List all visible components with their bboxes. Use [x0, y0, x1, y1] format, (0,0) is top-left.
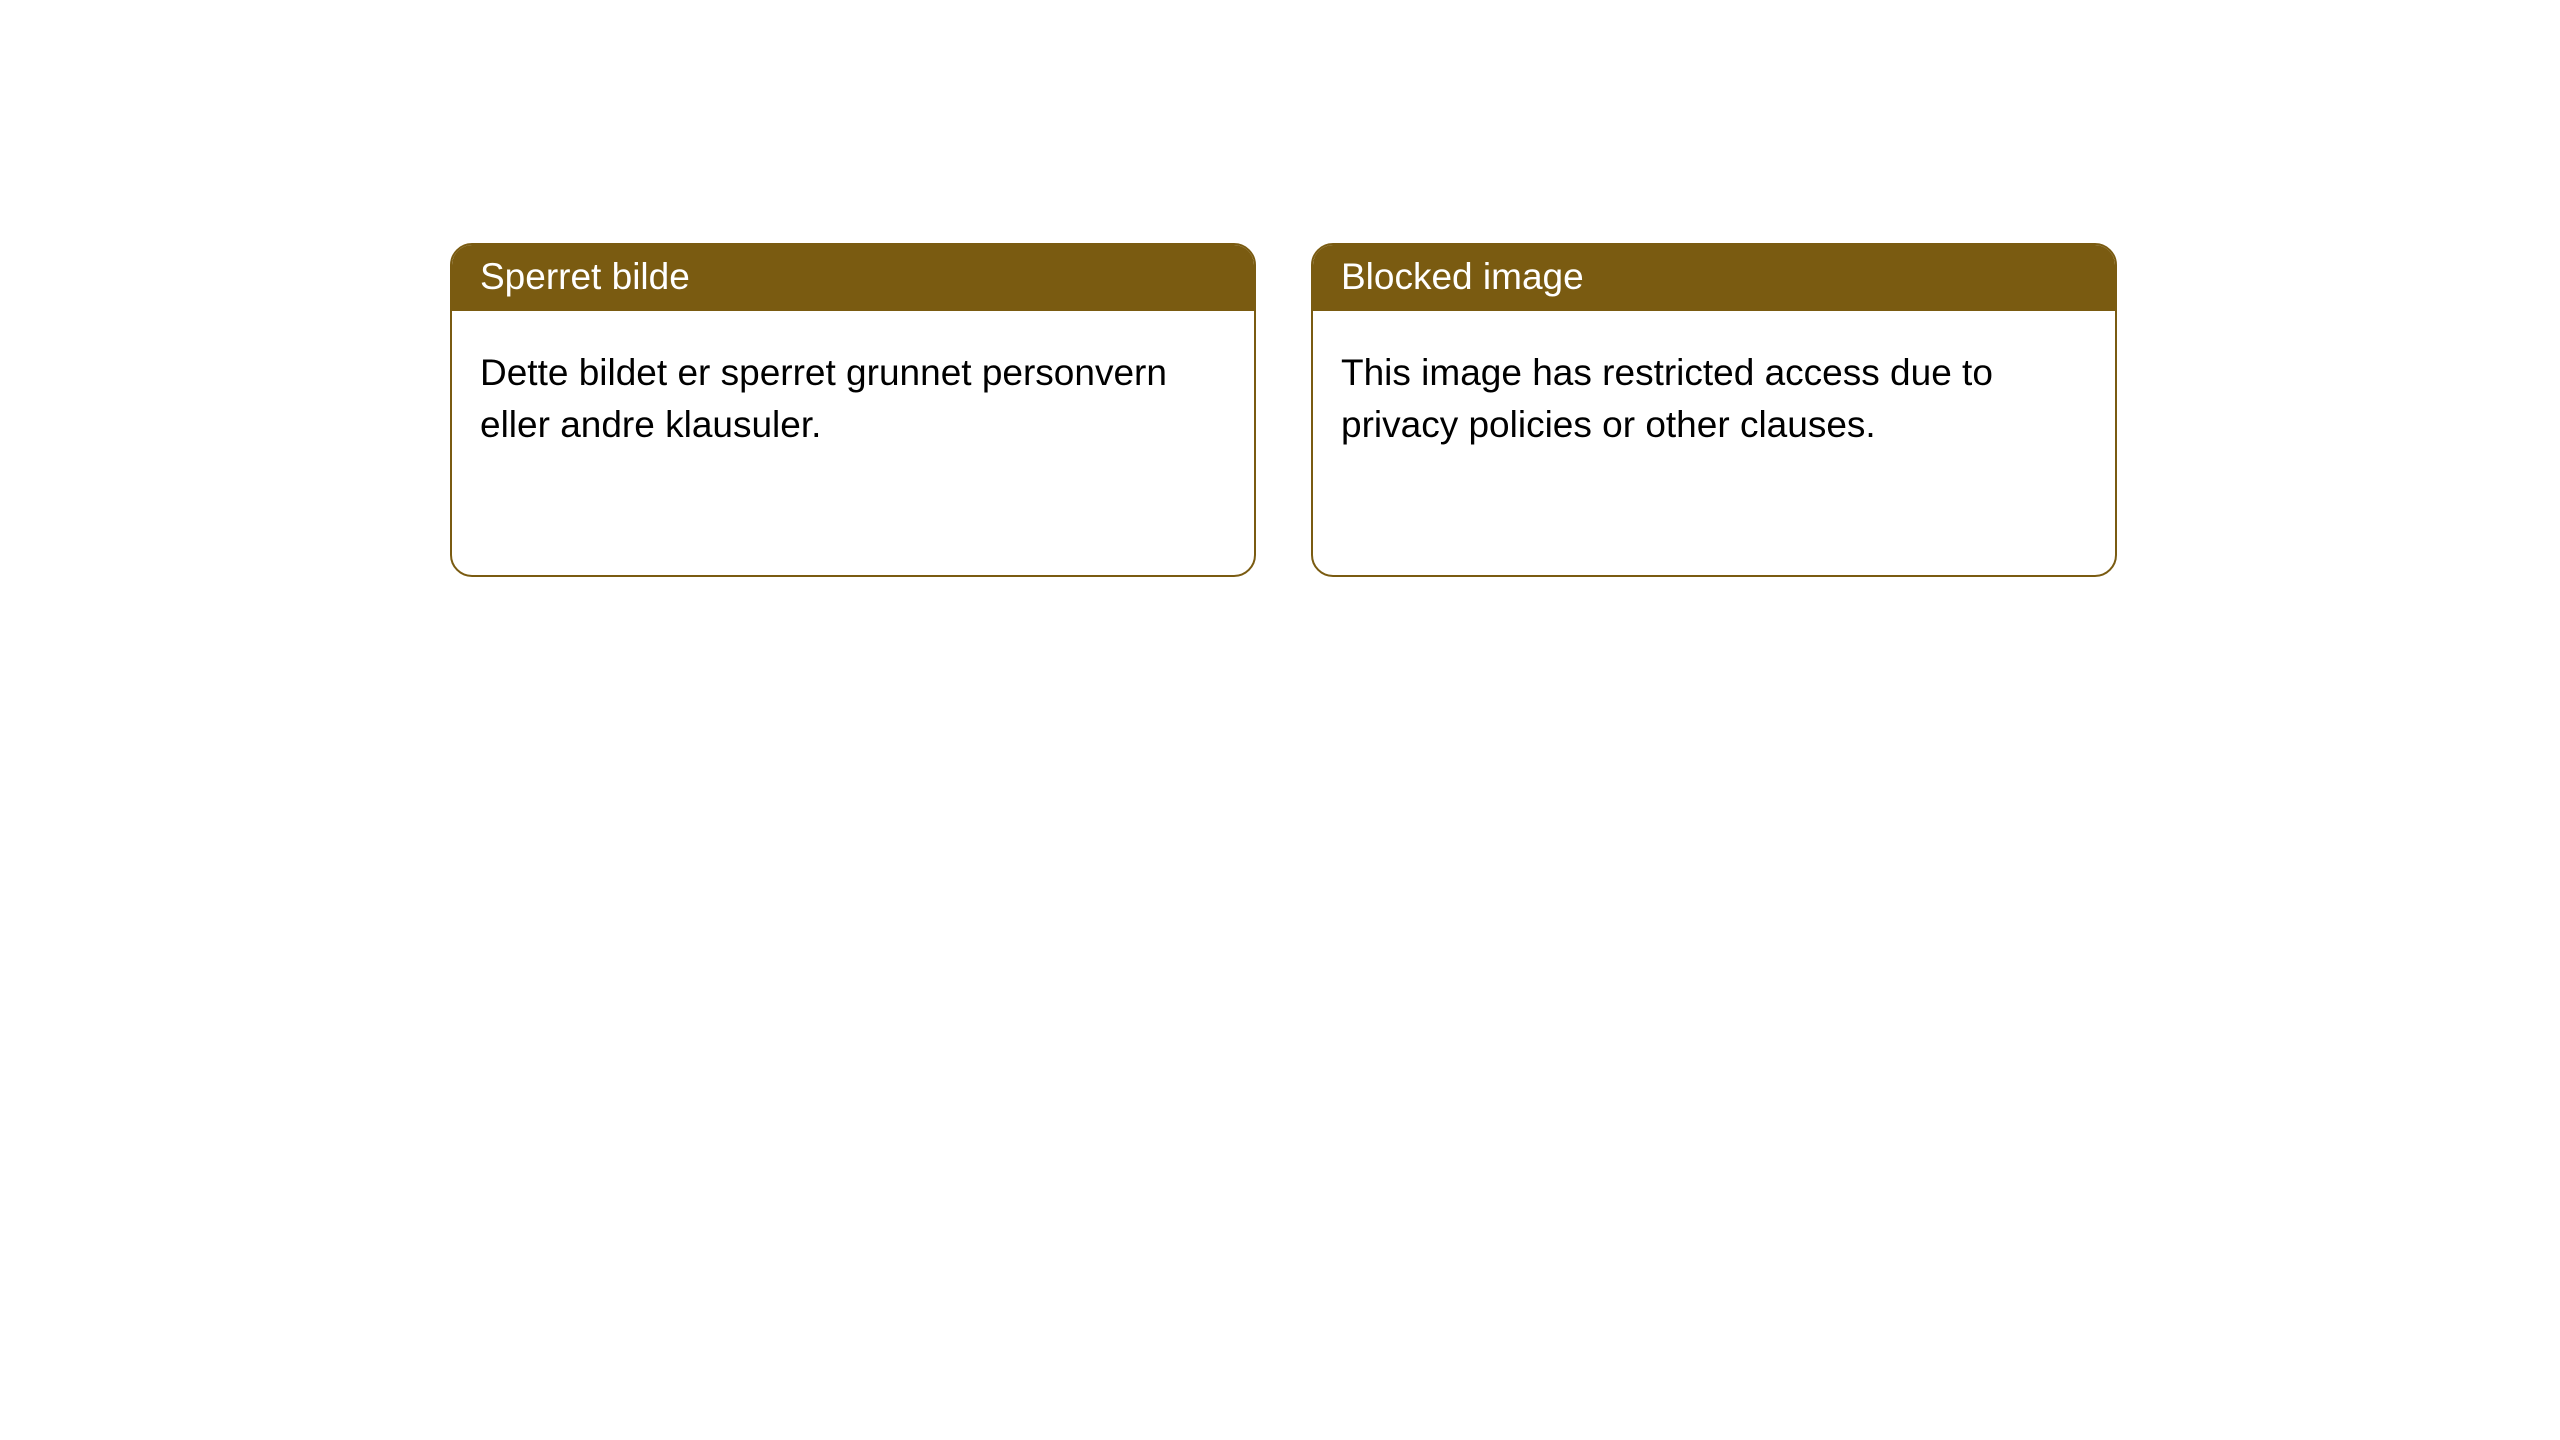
notice-container: Sperret bilde Dette bildet er sperret gr…: [0, 0, 2560, 577]
notice-title-no: Sperret bilde: [452, 245, 1254, 311]
notice-message-en: This image has restricted access due to …: [1313, 311, 2115, 479]
notice-message-no: Dette bildet er sperret grunnet personve…: [452, 311, 1254, 479]
notice-card-no: Sperret bilde Dette bildet er sperret gr…: [450, 243, 1256, 577]
notice-card-en: Blocked image This image has restricted …: [1311, 243, 2117, 577]
notice-title-en: Blocked image: [1313, 245, 2115, 311]
